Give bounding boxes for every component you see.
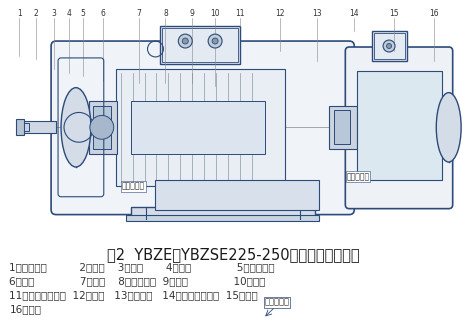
Text: 隔爆接合面: 隔爆接合面: [265, 298, 289, 307]
Text: 图2  YBZE、YBZSE225-250电动机结构示意图: 图2 YBZE、YBZSE225-250电动机结构示意图: [107, 247, 359, 262]
Bar: [160, 26, 240, 64]
Circle shape: [383, 40, 395, 52]
Text: 16、端盖: 16、端盖: [9, 304, 41, 314]
FancyBboxPatch shape: [345, 47, 452, 209]
Text: 11: 11: [235, 9, 245, 18]
Bar: [130, 207, 315, 218]
Circle shape: [212, 38, 218, 44]
Bar: [130, 101, 265, 154]
Circle shape: [178, 34, 192, 48]
Circle shape: [90, 116, 114, 139]
Text: 3: 3: [52, 9, 56, 18]
Text: 隔爆接合面: 隔爆接合面: [347, 172, 370, 181]
Circle shape: [182, 38, 188, 44]
Bar: [357, 71, 442, 180]
Text: 7: 7: [136, 9, 141, 18]
Bar: [335, 111, 350, 144]
Circle shape: [387, 44, 391, 49]
Bar: [126, 214, 320, 220]
Text: 9: 9: [190, 9, 195, 18]
Text: 2: 2: [34, 9, 39, 18]
Text: 11、电动机接线盒  12、端盖   13、制动器   14、制动器接线盒  15、端盖: 11、电动机接线盒 12、端盖 13、制动器 14、制动器接线盒 15、端盖: [9, 290, 258, 300]
Bar: [16, 120, 24, 135]
Circle shape: [208, 34, 222, 48]
Text: 13: 13: [313, 9, 322, 18]
Text: 1、轴头螺母          2、垫圈    3、风罩       4、风扇              5、轴承外盖: 1、轴头螺母 2、垫圈 3、风罩 4、风扇 5、轴承外盖: [9, 262, 275, 272]
Text: 6: 6: [100, 9, 105, 18]
Text: 4: 4: [67, 9, 71, 18]
Text: 15: 15: [389, 9, 399, 18]
Ellipse shape: [61, 88, 91, 167]
Bar: [116, 69, 285, 186]
Bar: [156, 180, 320, 210]
Text: 16: 16: [429, 9, 439, 18]
Text: 5: 5: [81, 9, 85, 18]
Text: 隔爆接合面: 隔爆接合面: [122, 182, 145, 191]
Text: 12: 12: [275, 9, 284, 18]
Bar: [374, 33, 405, 59]
Bar: [24, 123, 29, 131]
Ellipse shape: [436, 93, 461, 162]
Text: 6、端盖              7、轴承    8、轴承内盖  9、定子              10、转子: 6、端盖 7、轴承 8、轴承内盖 9、定子 10、转子: [9, 276, 266, 286]
Bar: [163, 28, 238, 62]
Text: 10: 10: [210, 9, 220, 18]
FancyBboxPatch shape: [51, 41, 354, 214]
Bar: [21, 122, 56, 133]
Bar: [89, 101, 116, 154]
Bar: [93, 106, 111, 149]
Bar: [372, 31, 407, 61]
Text: 14: 14: [350, 9, 359, 18]
Text: 1: 1: [17, 9, 21, 18]
Bar: [329, 106, 357, 149]
Text: 8: 8: [163, 9, 168, 18]
